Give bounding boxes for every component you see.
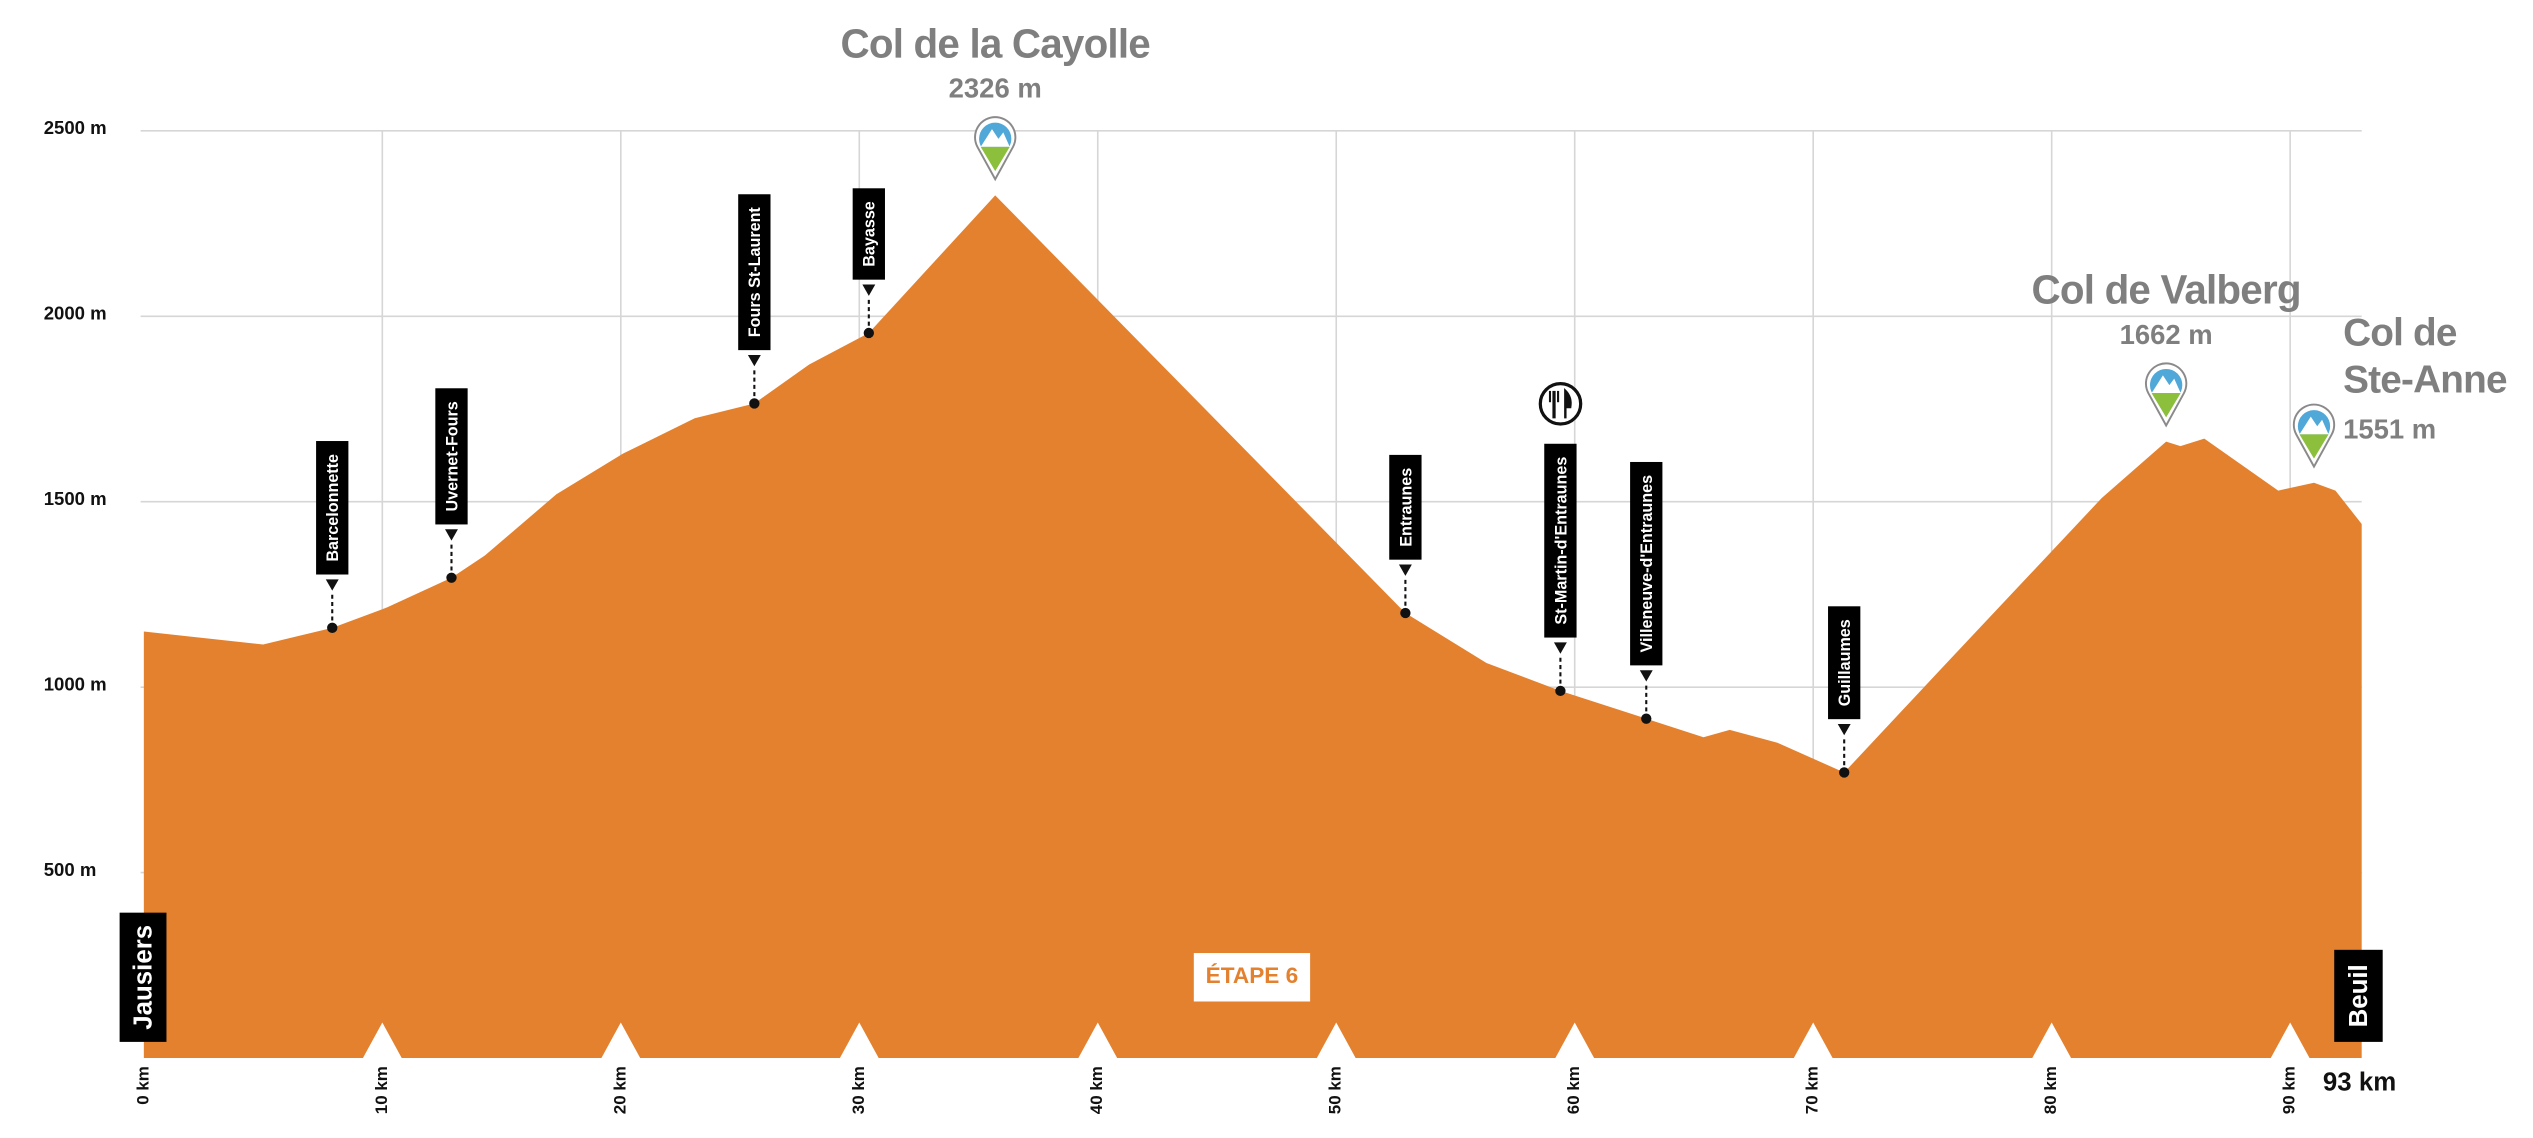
x-tick-label: 80 km [2041, 1066, 2060, 1114]
stage-label: ÉTAPE 6 [1206, 963, 1299, 988]
waypoint-label: Guillaumes [1836, 619, 1854, 706]
x-tick-label: 70 km [1803, 1066, 1822, 1114]
waypoint-dot [1400, 607, 1411, 619]
waypoint-arrow [1639, 670, 1653, 682]
pin-ground [2151, 393, 2181, 418]
y-tick-label: 1500 m [44, 488, 107, 509]
waypoint-arrow [445, 529, 458, 541]
pass-name: Col de Valberg [2032, 267, 2301, 313]
mark-layer: Barcelonnette Uvernet-Fours Fours St-Laure… [316, 116, 2336, 778]
finish-label: Beuil [2345, 964, 2373, 1027]
waypoint-dot [446, 572, 457, 583]
pin-ground [980, 146, 1010, 172]
pass-name: Col de Ste-Anne [2343, 311, 2508, 403]
x-tick-label: 50 km [1326, 1066, 1345, 1114]
pin-mountain [2299, 416, 2329, 435]
waypoint-box [1544, 443, 1577, 638]
waypoint-arrow [862, 284, 876, 296]
x-tick-label: 10 km [372, 1066, 391, 1114]
tick-marker [362, 1022, 402, 1059]
x-tick-label: 30 km [849, 1066, 868, 1114]
waypoint-dot [1641, 713, 1652, 724]
y-tick-label: 2500 m [44, 117, 107, 138]
y-tick-label: 500 m [44, 859, 97, 880]
start-box [119, 912, 167, 1042]
waypoint-label: Entraunes [1397, 468, 1415, 547]
waypoint-box [738, 194, 771, 351]
pass-elevation: 2326 m [949, 73, 1042, 104]
waypoint-label: Bayasse [861, 201, 879, 267]
y-tick-label: 1000 m [44, 673, 107, 694]
pass-elevation: 1551 m [2343, 413, 2436, 444]
waypoint-arrow [1837, 724, 1851, 736]
elevation-area [143, 195, 2362, 1059]
waypoint-box [1828, 606, 1861, 720]
pass-pin [974, 116, 1017, 182]
waypoint-dot [863, 327, 874, 339]
x-tick-label: 90 km [2280, 1066, 2299, 1114]
tick-marker [1078, 1022, 1118, 1059]
stage-box [1193, 953, 1311, 1002]
waypoint-box [316, 441, 349, 575]
waypoint-label: Uvernet-Fours [443, 401, 461, 511]
area-layer [143, 195, 2362, 1059]
tick-marker [839, 1022, 879, 1059]
waypoint-box [435, 388, 468, 525]
waypoint-label: Fours St-Laurent [746, 207, 764, 338]
tick-marker [1555, 1022, 1595, 1059]
tick-marker [1316, 1022, 1356, 1059]
pass-pin [2292, 403, 2336, 469]
waypoint-dot [1839, 767, 1850, 778]
waypoint-dot [1555, 685, 1566, 697]
waypoint-dot [749, 398, 760, 409]
waypoint-label: Barcelonnette [324, 454, 342, 562]
waypoint-box [1389, 454, 1422, 560]
pin-mountain [2151, 375, 2181, 394]
x-tick-label: 0 km [133, 1066, 152, 1105]
x-tick-label: 60 km [1564, 1066, 1583, 1114]
waypoint-box [1630, 461, 1663, 666]
pin-mountain [980, 129, 1010, 147]
waypoint-arrow [325, 579, 339, 591]
waypoint-arrow [1553, 642, 1567, 654]
waypoint-arrow [747, 354, 761, 367]
waypoint-box [852, 188, 885, 280]
tick-marker [1793, 1022, 1833, 1059]
waypoint-label: Villeneuve-d'Entraunes [1638, 475, 1656, 653]
tick-marker [2270, 1022, 2310, 1059]
pass-name-box: Col de Ste-Anne [2343, 311, 2508, 403]
restaurant-icon [1538, 382, 1583, 426]
pass-pin [2145, 362, 2188, 428]
finish-box [2334, 949, 2383, 1042]
tick-marker [2032, 1022, 2072, 1059]
pass-elevation: 1662 m [2120, 319, 2213, 350]
start-label: Jausiers [129, 925, 157, 1030]
x-tick-label: 40 km [1087, 1066, 1106, 1114]
waypoint-label: St-Martin-d'Entraunes [1552, 457, 1570, 625]
x-end-label: 93 km [2323, 1069, 2396, 1097]
x-tick-label: 20 km [610, 1066, 629, 1114]
waypoint-dot [327, 622, 338, 633]
pass-name: Col de la Cayolle [841, 20, 1151, 66]
y-tick-label: 2000 m [44, 303, 107, 324]
tick-marker [601, 1022, 641, 1059]
pin-ground [2299, 434, 2329, 459]
waypoint-arrow [1398, 564, 1412, 576]
